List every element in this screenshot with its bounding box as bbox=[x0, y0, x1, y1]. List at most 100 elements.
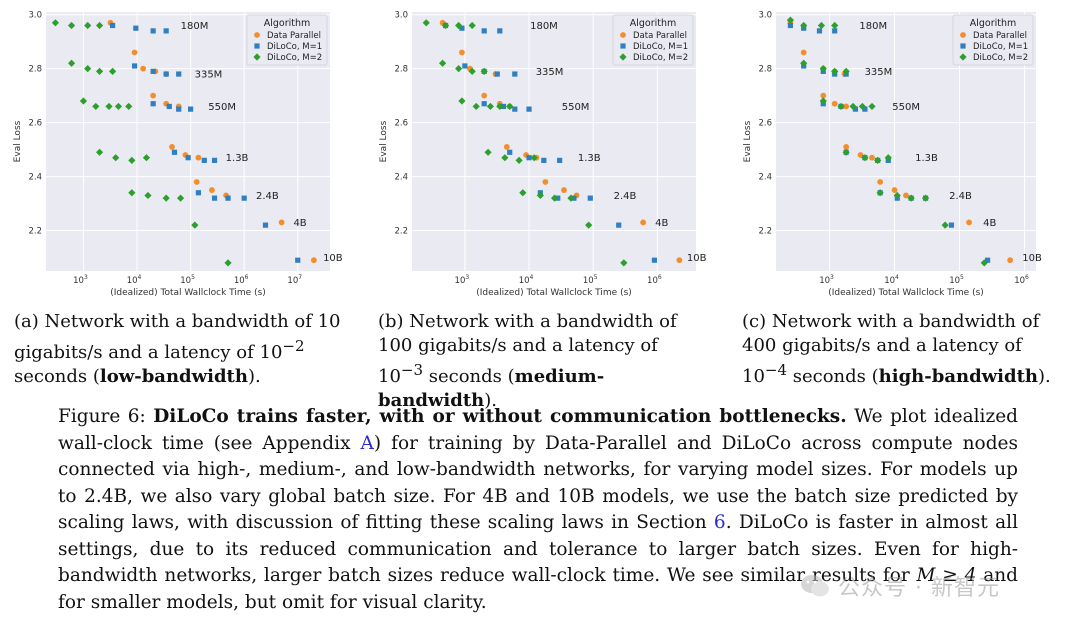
data-point-diloco-m2 bbox=[472, 102, 480, 111]
data-point-diloco-m2 bbox=[506, 102, 514, 111]
legend-marker bbox=[254, 32, 260, 38]
legend-entry: DiLoCo, M=1 bbox=[973, 42, 1028, 52]
data-point-diloco-m1 bbox=[852, 106, 859, 112]
data-point-diloco-m2 bbox=[92, 102, 100, 111]
data-point-diloco-m1 bbox=[557, 157, 563, 163]
data-point-diloco-m2 bbox=[484, 148, 492, 156]
data-point-diloco-m2 bbox=[95, 67, 104, 75]
chart-medium-bandwidth: 2.2 2.4 2.6 2.8 3.0 103 104 105 106 (Idealized) T… bbox=[379, 11, 707, 298]
y-tick-label: 2.8 bbox=[28, 65, 42, 75]
data-point-data-parallel bbox=[843, 143, 850, 150]
appendix-link[interactable]: A bbox=[360, 432, 374, 454]
subcaption-a: (a) Network with a bandwidth of 10 gigab… bbox=[14, 311, 341, 387]
x-tick-label: 105 bbox=[949, 274, 964, 286]
data-point-data-parallel bbox=[561, 187, 567, 193]
data-point-diloco-m1 bbox=[526, 106, 532, 112]
model-size-label: 1.3B bbox=[226, 153, 249, 164]
subcaption-b: (b) Network with a bandwidth of 100 giga… bbox=[378, 311, 677, 411]
data-point-diloco-m1 bbox=[163, 71, 169, 77]
y-tick-label: 3.0 bbox=[28, 11, 42, 21]
model-size-label: 4B bbox=[983, 218, 996, 229]
y-tick-label: 2.4 bbox=[758, 173, 772, 183]
data-point-data-parallel bbox=[877, 179, 884, 185]
data-point-diloco-m2 bbox=[861, 154, 869, 162]
legend-marker bbox=[620, 32, 626, 38]
chart-high-bandwidth: 2.2 2.4 2.6 2.8 3.0 103 104 105 106 (Idealized) T… bbox=[743, 11, 1042, 298]
data-point-diloco-m2 bbox=[67, 21, 76, 30]
data-point-diloco-m2 bbox=[105, 102, 113, 111]
data-point-data-parallel bbox=[966, 219, 972, 226]
data-point-data-parallel bbox=[676, 257, 683, 264]
legend-marker bbox=[959, 53, 967, 61]
model-size-label: 4B bbox=[293, 218, 306, 229]
data-point-diloco-m1 bbox=[481, 28, 487, 34]
data-point-data-parallel bbox=[195, 154, 202, 161]
data-point-diloco-m1 bbox=[494, 71, 500, 77]
data-point-diloco-m2 bbox=[108, 67, 117, 75]
data-point-diloco-m2 bbox=[893, 191, 901, 200]
legend-entry: Data Parallel bbox=[267, 31, 321, 41]
section-link[interactable]: 6 bbox=[713, 512, 726, 533]
data-point-data-parallel bbox=[800, 49, 807, 56]
data-point-diloco-m2 bbox=[455, 65, 463, 73]
data-point-diloco-m2 bbox=[142, 154, 151, 162]
x-tick-label: 105 bbox=[583, 274, 598, 286]
data-point-diloco-m2 bbox=[519, 189, 527, 197]
data-point-diloco-m2 bbox=[868, 102, 876, 111]
data-point-data-parallel bbox=[209, 187, 215, 193]
data-point-diloco-m2 bbox=[84, 65, 92, 73]
data-point-diloco-m2 bbox=[191, 221, 199, 229]
legend-marker bbox=[620, 43, 626, 49]
y-tick-label: 2.2 bbox=[758, 227, 772, 237]
data-point-data-parallel bbox=[131, 49, 138, 56]
data-point-diloco-m1 bbox=[225, 195, 231, 201]
data-point-diloco-m1 bbox=[211, 157, 218, 163]
data-point-diloco-m1 bbox=[507, 149, 513, 155]
data-point-diloco-m1 bbox=[481, 101, 487, 107]
data-point-data-parallel bbox=[310, 257, 317, 264]
x-tick-label: 106 bbox=[1014, 274, 1029, 286]
data-point-diloco-m2 bbox=[114, 102, 123, 111]
data-point-diloco-m1 bbox=[262, 222, 269, 228]
data-point-diloco-m1 bbox=[526, 155, 532, 161]
data-point-diloco-m2 bbox=[831, 67, 839, 75]
model-size-label: 550M bbox=[208, 102, 236, 113]
data-point-diloco-m2 bbox=[786, 16, 795, 24]
data-point-diloco-m1 bbox=[541, 157, 547, 163]
data-point-data-parallel bbox=[278, 219, 285, 226]
data-point-data-parallel bbox=[831, 100, 838, 107]
data-point-diloco-m1 bbox=[176, 71, 182, 77]
data-point-diloco-m2 bbox=[874, 156, 882, 164]
data-point-data-parallel bbox=[459, 49, 465, 56]
data-point-diloco-m2 bbox=[817, 21, 826, 30]
y-tick-label: 2.4 bbox=[394, 173, 408, 183]
data-point-diloco-m1 bbox=[512, 106, 518, 112]
y-axis-label: Eval Loss bbox=[379, 120, 389, 162]
data-point-diloco-m2 bbox=[51, 19, 60, 27]
caption-title: DiLoCo trains faster, with or without co… bbox=[153, 406, 847, 427]
legend-marker bbox=[960, 43, 966, 49]
model-size-label: 10B bbox=[323, 253, 343, 264]
data-point-diloco-m2 bbox=[941, 221, 949, 229]
model-size-label: 10B bbox=[687, 253, 707, 264]
data-point-diloco-m1 bbox=[187, 106, 194, 112]
data-point-diloco-m1 bbox=[651, 257, 658, 263]
x-tick-label: 104 bbox=[884, 274, 899, 286]
y-tick-label: 2.6 bbox=[758, 119, 772, 129]
legend-entry: DiLoCo, M=1 bbox=[267, 42, 322, 52]
legend-entry: Data Parallel bbox=[973, 31, 1027, 41]
data-point-diloco-m2 bbox=[501, 154, 509, 162]
caption-label: Figure 6: bbox=[58, 406, 154, 427]
data-point-diloco-m1 bbox=[166, 103, 172, 110]
x-tick-label: 103 bbox=[455, 274, 470, 286]
y-tick-label: 3.0 bbox=[394, 11, 408, 21]
data-point-diloco-m2 bbox=[422, 19, 430, 27]
data-point-diloco-m2 bbox=[144, 191, 152, 200]
data-point-data-parallel bbox=[169, 143, 175, 150]
subcaption-c: (c) Network with a bandwidth of 400 giga… bbox=[742, 311, 1051, 387]
y-tick-label: 2.6 bbox=[28, 119, 42, 129]
data-point-data-parallel bbox=[640, 219, 647, 226]
model-size-label: 2.4B bbox=[256, 191, 279, 202]
